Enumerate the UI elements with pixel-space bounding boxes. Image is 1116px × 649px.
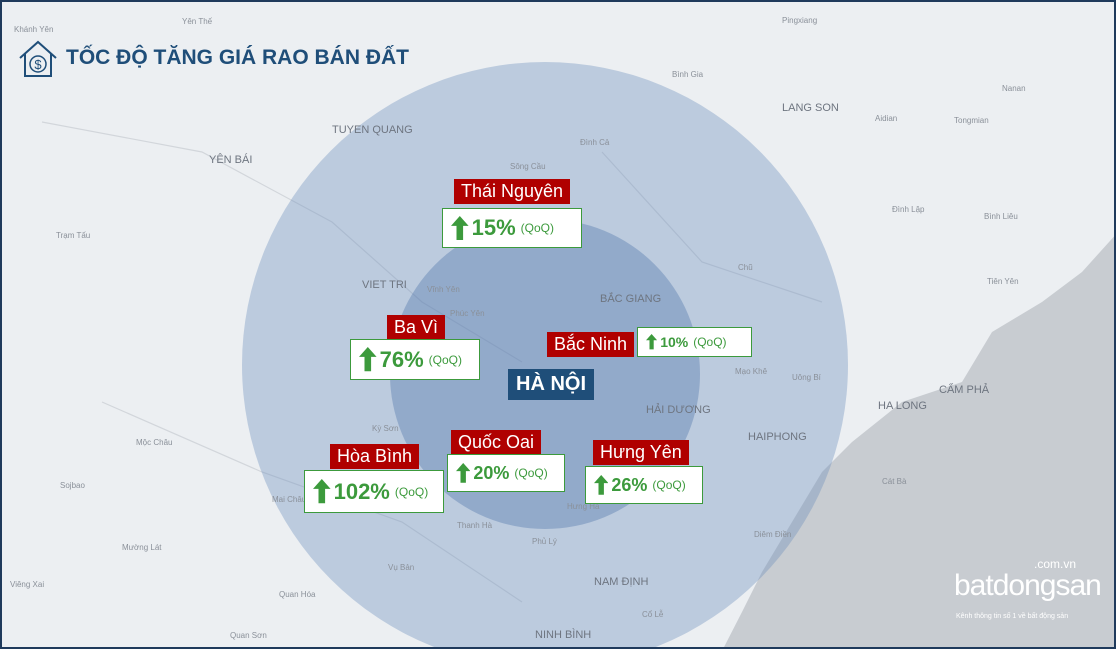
up-arrow — [646, 334, 658, 350]
up-arrow — [313, 479, 331, 504]
logo-tagline: Kênh thông tin số 1 về bất động sản — [956, 613, 1069, 620]
place-label: Viêng Xai — [10, 580, 45, 589]
place-label: Đình Cả — [580, 138, 610, 147]
change-box: 20% (QoQ) — [447, 454, 565, 492]
place-label: Khánh Yên — [14, 25, 54, 34]
center-label: HÀ NỘI — [508, 369, 594, 400]
change-value: 10% — [660, 334, 689, 350]
place-label: Aidian — [875, 114, 898, 123]
place-label: Pingxiang — [782, 16, 818, 25]
period: (QoQ) — [428, 352, 462, 367]
place-label: Mộc Châu — [136, 438, 173, 447]
place-label: Tiên Yên — [987, 277, 1019, 286]
place-label: Trạm Tấu — [56, 231, 91, 240]
change-value: 102% — [333, 478, 390, 504]
title: TỐC ĐỘ TĂNG GIÁ RAO BÁN ĐẤT — [66, 46, 409, 69]
place-label: Mai Châu — [272, 495, 307, 504]
logo-brand: batdongsan — [954, 569, 1102, 602]
period: (QoQ) — [394, 484, 429, 499]
place-label: NINH BÌNH — [535, 629, 592, 641]
icon-symbol: $ — [34, 57, 42, 72]
place-label: CẨM PHẢ — [939, 384, 990, 396]
up-arrow — [594, 475, 609, 495]
change-box: 10% (QoQ) — [637, 327, 752, 357]
change-value: 20% — [473, 462, 510, 483]
change-value: 26% — [611, 474, 648, 495]
up-arrow — [451, 215, 469, 241]
house-icon: $ — [19, 40, 57, 77]
change-value: 76% — [379, 346, 424, 372]
place-label: Diêm Điền — [754, 530, 792, 539]
up-arrow — [456, 463, 471, 483]
place-label: Vĩnh Yên — [427, 285, 460, 294]
region-name: Thái Nguyên — [454, 179, 571, 204]
change-box: 76% (QoQ) — [350, 339, 480, 380]
period: (QoQ) — [514, 466, 548, 480]
region-name: Hưng Yên — [593, 440, 689, 465]
place-label: Sông Cầu — [510, 162, 546, 171]
place-label: Mường Lát — [122, 543, 162, 552]
period: (QoQ) — [652, 478, 686, 492]
change-box: 102% (QoQ) — [304, 470, 444, 513]
place-label: HA LONG — [878, 400, 927, 412]
place-label: Uông Bí — [792, 373, 821, 382]
change-box: 26% (QoQ) — [585, 466, 703, 504]
up-arrow — [359, 347, 377, 372]
region-name: Hòa Bình — [330, 444, 420, 469]
place-label: NAM ĐỊNH — [594, 576, 649, 588]
change-value: 15% — [471, 215, 516, 240]
place-label: Phúc Yên — [450, 309, 485, 318]
place-label: Sojbao — [60, 481, 85, 490]
place-label: BẮC GIANG — [600, 293, 662, 305]
region-name: Quốc Oai — [451, 430, 542, 455]
place-label: HẢI DƯƠNG — [646, 404, 711, 416]
place-label: Quan Sơn — [230, 631, 267, 640]
period: (QoQ) — [520, 221, 554, 235]
place-label: Kỳ Sơn — [372, 424, 399, 433]
place-label: HAIPHONG — [748, 431, 807, 443]
region-name: Bắc Ninh — [547, 332, 635, 357]
place-label: Cát Bà — [882, 477, 907, 486]
place-label: Chũ — [738, 263, 753, 272]
place-label: Nanan — [1002, 84, 1026, 93]
region-name: Ba Vì — [387, 315, 446, 340]
place-label: Tongmian — [954, 116, 989, 125]
place-label: Yên Thế — [182, 17, 213, 26]
sea — [724, 236, 1114, 647]
place-label: YÊN BÁI — [209, 154, 253, 166]
place-label: Đình Lập — [892, 205, 925, 214]
period: (QoQ) — [693, 335, 727, 349]
place-label: Quan Hóa — [279, 590, 316, 599]
place-label: Hưng Hà — [567, 502, 600, 511]
place-label: LANG SON — [782, 102, 839, 114]
place-label: Vụ Bản — [388, 563, 415, 572]
place-label: TUYEN QUANG — [332, 124, 413, 136]
place-label: Bình Gia — [672, 70, 704, 79]
place-label: Phủ Lý — [532, 537, 557, 546]
place-label: Cổ Lễ — [642, 610, 664, 619]
place-label: Thanh Hà — [457, 521, 493, 530]
place-label: VIET TRI — [362, 279, 407, 291]
place-label: Mạo Khê — [735, 367, 768, 376]
change-box: 15% (QoQ) — [442, 208, 582, 248]
place-label: Bình Liêu — [984, 212, 1018, 221]
logo-domain: .com.vn — [1034, 557, 1077, 571]
